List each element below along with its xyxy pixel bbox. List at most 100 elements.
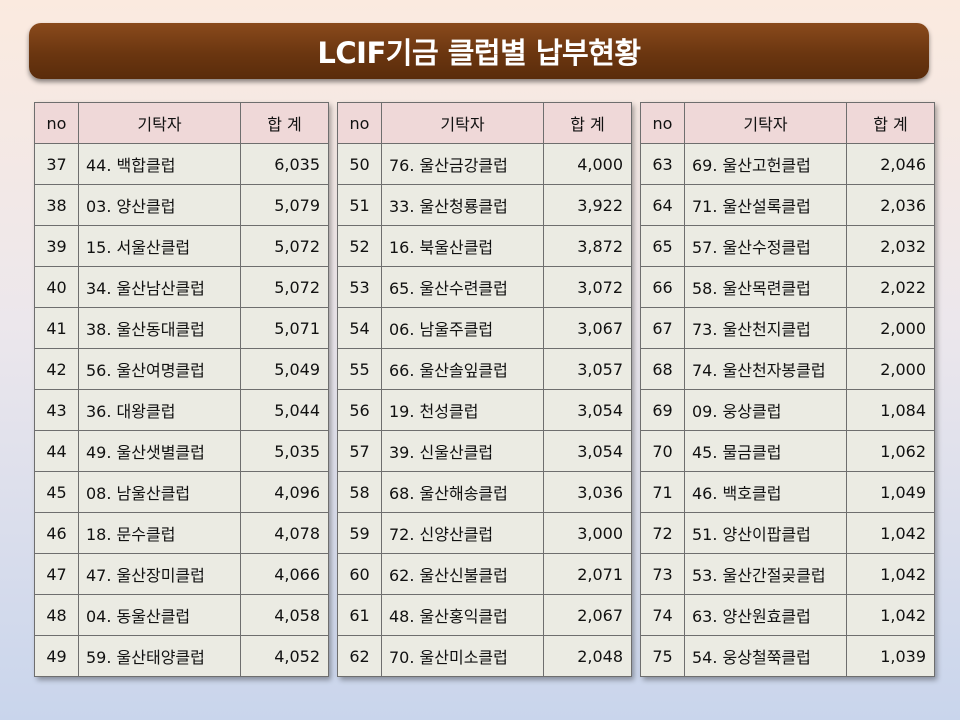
- row-total: 4,000: [543, 143, 632, 185]
- table-row: 66 58. 울산목련클럽 2,022: [640, 266, 935, 308]
- row-total: 3,054: [543, 389, 632, 431]
- row-total: 2,067: [543, 594, 632, 636]
- table-row: 42 56. 울산여명클럽 5,049: [34, 348, 329, 390]
- row-no: 75: [640, 635, 685, 677]
- row-donor: 09. 웅상클럽: [684, 389, 847, 431]
- table-row: 45 08. 남울산클럽 4,096: [34, 471, 329, 513]
- row-donor: 62. 울산신불클럽: [381, 553, 544, 595]
- row-total: 3,057: [543, 348, 632, 390]
- table-row: 50 76. 울산금강클럽 4,000: [337, 143, 632, 185]
- row-total: 4,066: [240, 553, 329, 595]
- row-total: 3,000: [543, 512, 632, 554]
- row-no: 55: [337, 348, 382, 390]
- row-donor: 63. 양산원효클럽: [684, 594, 847, 636]
- row-donor: 72. 신양산클럽: [381, 512, 544, 554]
- row-total: 2,036: [846, 184, 935, 226]
- table-row: 60 62. 울산신불클럽 2,071: [337, 553, 632, 595]
- row-total: 5,049: [240, 348, 329, 390]
- table-row: 70 45. 물금클럽 1,062: [640, 430, 935, 472]
- row-no: 70: [640, 430, 685, 472]
- row-total: 2,048: [543, 635, 632, 677]
- table-panel-1: no 기탁자 합 계 37 44. 백합클럽 6,035 38 03. 양산클럽 5,07…: [34, 102, 329, 677]
- table-row: 62 70. 울산미소클럽 2,048: [337, 635, 632, 677]
- row-no: 52: [337, 225, 382, 267]
- row-total: 1,084: [846, 389, 935, 431]
- row-donor: 48. 울산홍익클럽: [381, 594, 544, 636]
- table-row: 73 53. 울산간절곶클럽 1,042: [640, 553, 935, 595]
- row-donor: 39. 신울산클럽: [381, 430, 544, 472]
- row-no: 59: [337, 512, 382, 554]
- row-no: 57: [337, 430, 382, 472]
- row-donor: 71. 울산설록클럽: [684, 184, 847, 226]
- row-no: 69: [640, 389, 685, 431]
- row-total: 4,058: [240, 594, 329, 636]
- table-row: 55 66. 울산솔잎클럽 3,057: [337, 348, 632, 390]
- row-total: 1,049: [846, 471, 935, 513]
- row-donor: 15. 서울산클럽: [78, 225, 241, 267]
- table-row: 46 18. 문수클럽 4,078: [34, 512, 329, 554]
- table-row: 37 44. 백합클럽 6,035: [34, 143, 329, 185]
- row-no: 46: [34, 512, 79, 554]
- table-row: 63 69. 울산고헌클럽 2,046: [640, 143, 935, 185]
- row-no: 74: [640, 594, 685, 636]
- table-header-row: no 기탁자 합 계: [640, 102, 935, 144]
- row-no: 44: [34, 430, 79, 472]
- row-donor: 16. 북울산클럽: [381, 225, 544, 267]
- title-banner: LCIF기금 클럽별 납부현황: [29, 23, 929, 79]
- row-total: 5,035: [240, 430, 329, 472]
- row-total: 2,071: [543, 553, 632, 595]
- row-donor: 59. 울산태양클럽: [78, 635, 241, 677]
- row-donor: 73. 울산천지클럽: [684, 307, 847, 349]
- header-no: no: [34, 102, 79, 144]
- table-header-row: no 기탁자 합 계: [337, 102, 632, 144]
- table-panel-3: no 기탁자 합 계 63 69. 울산고헌클럽 2,046 64 71. 울산설록클럽…: [640, 102, 935, 677]
- row-no: 58: [337, 471, 382, 513]
- row-donor: 04. 동울산클럽: [78, 594, 241, 636]
- row-total: 5,071: [240, 307, 329, 349]
- row-total: 3,054: [543, 430, 632, 472]
- table-body-3: 63 69. 울산고헌클럽 2,046 64 71. 울산설록클럽 2,036 65 57. …: [640, 143, 935, 677]
- row-total: 1,039: [846, 635, 935, 677]
- row-total: 4,096: [240, 471, 329, 513]
- row-total: 5,072: [240, 225, 329, 267]
- row-donor: 19. 천성클럽: [381, 389, 544, 431]
- row-total: 5,072: [240, 266, 329, 308]
- table-row: 51 33. 울산청룡클럽 3,922: [337, 184, 632, 226]
- table-row: 72 51. 양산이팝클럽 1,042: [640, 512, 935, 554]
- row-donor: 54. 웅상철쭉클럽: [684, 635, 847, 677]
- row-donor: 33. 울산청룡클럽: [381, 184, 544, 226]
- row-total: 2,046: [846, 143, 935, 185]
- row-no: 64: [640, 184, 685, 226]
- row-no: 51: [337, 184, 382, 226]
- row-no: 72: [640, 512, 685, 554]
- row-no: 60: [337, 553, 382, 595]
- row-no: 48: [34, 594, 79, 636]
- table-row: 39 15. 서울산클럽 5,072: [34, 225, 329, 267]
- page-title: LCIF기금 클럽별 납부현황: [317, 36, 641, 70]
- table-row: 44 49. 울산샛별클럽 5,035: [34, 430, 329, 472]
- row-donor: 76. 울산금강클럽: [381, 143, 544, 185]
- row-donor: 44. 백합클럽: [78, 143, 241, 185]
- row-no: 66: [640, 266, 685, 308]
- table-row: 41 38. 울산동대클럽 5,071: [34, 307, 329, 349]
- row-no: 63: [640, 143, 685, 185]
- row-donor: 34. 울산남산클럽: [78, 266, 241, 308]
- table-row: 52 16. 북울산클럽 3,872: [337, 225, 632, 267]
- row-total: 1,042: [846, 512, 935, 554]
- row-no: 61: [337, 594, 382, 636]
- row-no: 71: [640, 471, 685, 513]
- row-no: 45: [34, 471, 79, 513]
- row-donor: 68. 울산해송클럽: [381, 471, 544, 513]
- row-donor: 56. 울산여명클럽: [78, 348, 241, 390]
- row-total: 3,922: [543, 184, 632, 226]
- table-body-1: 37 44. 백합클럽 6,035 38 03. 양산클럽 5,079 39 15. 서울산클…: [34, 143, 329, 677]
- row-no: 39: [34, 225, 79, 267]
- row-no: 73: [640, 553, 685, 595]
- row-donor: 46. 백호클럽: [684, 471, 847, 513]
- table-row: 61 48. 울산홍익클럽 2,067: [337, 594, 632, 636]
- row-donor: 58. 울산목련클럽: [684, 266, 847, 308]
- table-row: 43 36. 대왕클럽 5,044: [34, 389, 329, 431]
- table-row: 59 72. 신양산클럽 3,000: [337, 512, 632, 554]
- row-total: 2,000: [846, 307, 935, 349]
- row-total: 5,044: [240, 389, 329, 431]
